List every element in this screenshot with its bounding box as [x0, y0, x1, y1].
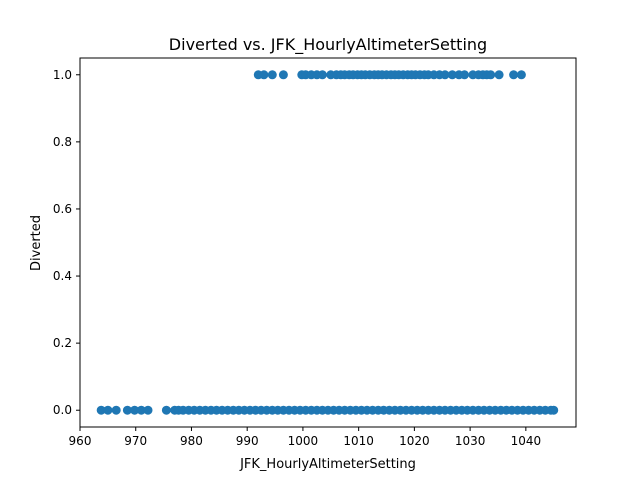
- x-tick-label: 960: [69, 434, 92, 448]
- y-tick-label: 0.2: [53, 336, 72, 350]
- y-tick-label: 0.0: [53, 403, 72, 417]
- scatter-point-diverted-0: [549, 405, 559, 415]
- x-tick-label: 1020: [399, 434, 430, 448]
- x-tick-label: 980: [180, 434, 203, 448]
- scatter-point-diverted-0: [143, 405, 153, 415]
- scatter-point-diverted-1: [447, 70, 457, 80]
- y-tick-label: 1.0: [53, 68, 72, 82]
- x-tick-label: 990: [236, 434, 259, 448]
- scatter-point-diverted-0: [103, 405, 113, 415]
- plot-frame: [79, 57, 577, 428]
- y-tick-label: 0.4: [53, 269, 72, 283]
- y-tick-label: 0.6: [53, 202, 72, 216]
- x-axis-label: JFK_HourlyAltimeterSetting: [239, 457, 416, 472]
- x-tick-label: 1030: [455, 434, 486, 448]
- scatter-point-diverted-1: [486, 70, 496, 80]
- scatter-point-diverted-0: [136, 405, 146, 415]
- scatter-point-diverted-1: [509, 70, 519, 80]
- y-axis-ticks: 0.0 0.2 0.4 0.6 0.8 1.0: [53, 68, 80, 417]
- x-tick-label: 1010: [343, 434, 374, 448]
- data-points: [96, 70, 559, 415]
- scatter-point-diverted-0: [96, 405, 106, 415]
- scatter-point-diverted-0: [161, 405, 171, 415]
- x-tick-label: 970: [124, 434, 147, 448]
- scatter-point-diverted-1: [494, 70, 504, 80]
- y-tick-label: 0.8: [53, 135, 72, 149]
- scatter-point-diverted-1: [267, 70, 277, 80]
- scatter-point-diverted-1: [516, 70, 526, 80]
- scatter-point-diverted-1: [460, 70, 469, 80]
- scatter-point-diverted-1: [317, 70, 327, 80]
- scatter-point-diverted-1: [440, 70, 450, 80]
- x-tick-label: 1000: [288, 434, 319, 448]
- x-axis-ticks: 960 970 980 990 1000 1010 1020 1030 1040: [69, 427, 542, 448]
- scatter-point-diverted-0: [111, 405, 121, 415]
- scatter-point-diverted-0: [122, 405, 132, 415]
- chart-title: Diverted vs. JFK_HourlyAltimeterSetting: [169, 35, 487, 55]
- scatter-point-diverted-1: [278, 70, 288, 80]
- y-axis-label: Diverted: [29, 215, 44, 271]
- scatter-point-diverted-1: [259, 70, 269, 80]
- x-tick-label: 1040: [511, 434, 542, 448]
- scatter-point-diverted-0: [130, 405, 140, 415]
